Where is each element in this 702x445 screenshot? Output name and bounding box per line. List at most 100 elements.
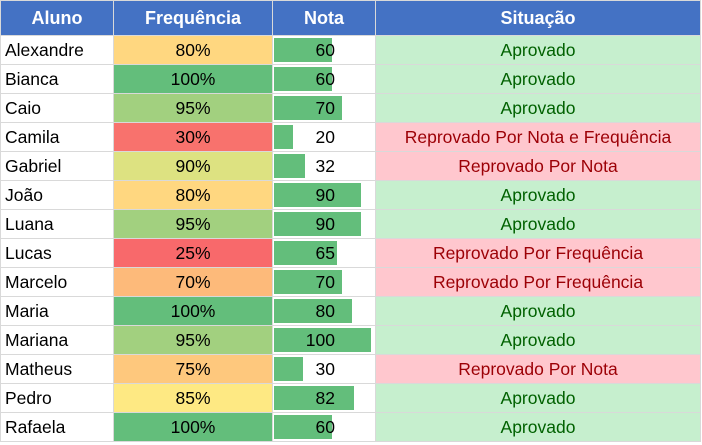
table-row: Luana 95% 90 Aprovado bbox=[0, 209, 701, 239]
nota-data-bar bbox=[274, 212, 361, 236]
nota-value: 100 bbox=[305, 329, 335, 350]
cell-nota[interactable]: 70 bbox=[272, 93, 376, 123]
cell-aluno[interactable]: Lucas bbox=[0, 238, 114, 268]
cell-frequencia[interactable]: 70% bbox=[113, 267, 273, 297]
cell-situacao[interactable]: Aprovado bbox=[375, 180, 701, 210]
cell-situacao[interactable]: Aprovado bbox=[375, 93, 701, 123]
table-row: João 80% 90 Aprovado bbox=[0, 180, 701, 210]
cell-frequencia[interactable]: 100% bbox=[113, 296, 273, 326]
cell-situacao[interactable]: Aprovado bbox=[375, 325, 701, 355]
cell-aluno[interactable]: Gabriel bbox=[0, 151, 114, 181]
cell-frequencia[interactable]: 30% bbox=[113, 122, 273, 152]
cell-frequencia[interactable]: 95% bbox=[113, 325, 273, 355]
cell-aluno[interactable]: João bbox=[0, 180, 114, 210]
cell-aluno[interactable]: Rafaela bbox=[0, 412, 114, 442]
table-row: Bianca 100% 60 Aprovado bbox=[0, 64, 701, 94]
nota-data-bar bbox=[274, 386, 354, 410]
cell-frequencia[interactable]: 80% bbox=[113, 180, 273, 210]
header-nota[interactable]: Nota bbox=[272, 0, 376, 36]
nota-data-bar bbox=[274, 241, 337, 265]
nota-value: 80 bbox=[315, 300, 335, 321]
nota-value: 70 bbox=[315, 271, 335, 292]
nota-data-bar bbox=[274, 299, 352, 323]
cell-situacao[interactable]: Reprovado Por Nota bbox=[375, 354, 701, 384]
cell-aluno[interactable]: Caio bbox=[0, 93, 114, 123]
nota-value: 60 bbox=[315, 68, 335, 89]
cell-situacao[interactable]: Aprovado bbox=[375, 383, 701, 413]
cell-aluno[interactable]: Alexandre bbox=[0, 35, 114, 65]
header-frequencia[interactable]: Frequência bbox=[113, 0, 273, 36]
cell-situacao[interactable]: Aprovado bbox=[375, 296, 701, 326]
cell-frequencia[interactable]: 100% bbox=[113, 64, 273, 94]
cell-aluno[interactable]: Marcelo bbox=[0, 267, 114, 297]
cell-situacao[interactable]: Aprovado bbox=[375, 35, 701, 65]
cell-situacao[interactable]: Reprovado Por Frequência bbox=[375, 238, 701, 268]
table-row: Gabriel 90% 32 Reprovado Por Nota bbox=[0, 151, 701, 181]
cell-aluno[interactable]: Luana bbox=[0, 209, 114, 239]
table-row: Marcelo 70% 70 Reprovado Por Frequência bbox=[0, 267, 701, 297]
nota-value: 20 bbox=[315, 126, 335, 147]
nota-value: 90 bbox=[315, 184, 335, 205]
cell-frequencia[interactable]: 95% bbox=[113, 93, 273, 123]
cell-nota[interactable]: 90 bbox=[272, 209, 376, 239]
cell-nota[interactable]: 20 bbox=[272, 122, 376, 152]
nota-data-bar bbox=[274, 270, 342, 294]
table-row: Rafaela 100% 60 Aprovado bbox=[0, 412, 701, 442]
cell-nota[interactable]: 100 bbox=[272, 325, 376, 355]
cell-frequencia[interactable]: 75% bbox=[113, 354, 273, 384]
table-row: Mariana 95% 100 Aprovado bbox=[0, 325, 701, 355]
cell-nota[interactable]: 82 bbox=[272, 383, 376, 413]
cell-situacao[interactable]: Reprovado Por Nota bbox=[375, 151, 701, 181]
cell-frequencia[interactable]: 80% bbox=[113, 35, 273, 65]
cell-nota[interactable]: 65 bbox=[272, 238, 376, 268]
cell-aluno[interactable]: Camila bbox=[0, 122, 114, 152]
nota-value: 30 bbox=[315, 358, 335, 379]
cell-frequencia[interactable]: 100% bbox=[113, 412, 273, 442]
header-row: Aluno Frequência Nota Situação bbox=[0, 0, 701, 36]
nota-data-bar bbox=[274, 38, 332, 62]
nota-value: 82 bbox=[315, 387, 335, 408]
nota-data-bar bbox=[274, 328, 371, 352]
cell-frequencia[interactable]: 90% bbox=[113, 151, 273, 181]
nota-data-bar bbox=[274, 154, 305, 178]
cell-nota[interactable]: 30 bbox=[272, 354, 376, 384]
table-row: Alexandre 80% 60 Aprovado bbox=[0, 35, 701, 65]
cell-nota[interactable]: 32 bbox=[272, 151, 376, 181]
cell-aluno[interactable]: Bianca bbox=[0, 64, 114, 94]
cell-nota[interactable]: 70 bbox=[272, 267, 376, 297]
table-row: Maria 100% 80 Aprovado bbox=[0, 296, 701, 326]
nota-value: 60 bbox=[315, 416, 335, 437]
cell-frequencia[interactable]: 25% bbox=[113, 238, 273, 268]
nota-data-bar bbox=[274, 415, 332, 439]
cell-frequencia[interactable]: 85% bbox=[113, 383, 273, 413]
nota-value: 60 bbox=[315, 39, 335, 60]
cell-aluno[interactable]: Pedro bbox=[0, 383, 114, 413]
nota-data-bar bbox=[274, 96, 342, 120]
cell-situacao[interactable]: Aprovado bbox=[375, 209, 701, 239]
nota-value: 32 bbox=[315, 155, 335, 176]
header-situacao[interactable]: Situação bbox=[375, 0, 701, 36]
cell-situacao[interactable]: Reprovado Por Nota e Frequência bbox=[375, 122, 701, 152]
nota-value: 65 bbox=[315, 242, 335, 263]
cell-situacao[interactable]: Aprovado bbox=[375, 412, 701, 442]
cell-aluno[interactable]: Maria bbox=[0, 296, 114, 326]
cell-aluno[interactable]: Mariana bbox=[0, 325, 114, 355]
cell-aluno[interactable]: Matheus bbox=[0, 354, 114, 384]
cell-nota[interactable]: 80 bbox=[272, 296, 376, 326]
header-aluno[interactable]: Aluno bbox=[0, 0, 114, 36]
nota-data-bar bbox=[274, 183, 361, 207]
table-row: Pedro 85% 82 Aprovado bbox=[0, 383, 701, 413]
nota-data-bar bbox=[274, 357, 303, 381]
nota-value: 90 bbox=[315, 213, 335, 234]
cell-nota[interactable]: 60 bbox=[272, 412, 376, 442]
nota-data-bar bbox=[274, 67, 332, 91]
table-row: Matheus 75% 30 Reprovado Por Nota bbox=[0, 354, 701, 384]
table-row: Lucas 25% 65 Reprovado Por Frequência bbox=[0, 238, 701, 268]
cell-frequencia[interactable]: 95% bbox=[113, 209, 273, 239]
cell-nota[interactable]: 60 bbox=[272, 64, 376, 94]
nota-data-bar bbox=[274, 125, 293, 149]
cell-situacao[interactable]: Aprovado bbox=[375, 64, 701, 94]
cell-nota[interactable]: 90 bbox=[272, 180, 376, 210]
cell-situacao[interactable]: Reprovado Por Frequência bbox=[375, 267, 701, 297]
cell-nota[interactable]: 60 bbox=[272, 35, 376, 65]
